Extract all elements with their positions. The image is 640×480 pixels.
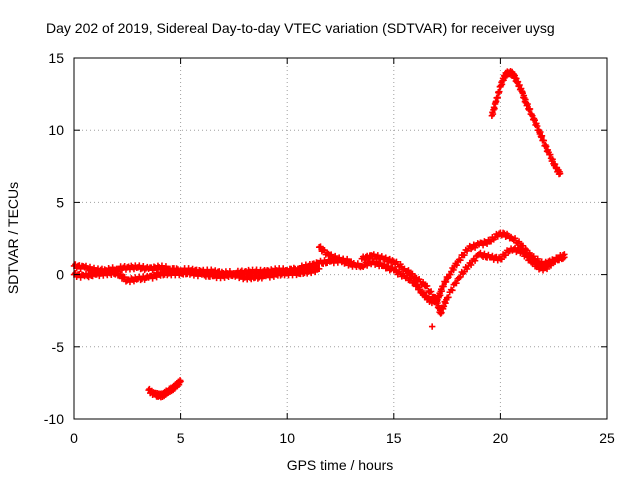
data-point (463, 247, 471, 254)
data-point (317, 243, 324, 250)
data-point (397, 261, 404, 268)
data-point (481, 250, 488, 258)
data-point (427, 288, 435, 295)
data-point (551, 160, 559, 168)
data-point (559, 252, 567, 259)
data-point (403, 268, 411, 275)
data-point (522, 96, 529, 103)
data-point (374, 252, 382, 259)
data-point (405, 267, 412, 274)
data-point (530, 258, 537, 266)
data-point (483, 240, 491, 248)
x-tick-label: 5 (177, 430, 185, 446)
data-point (116, 272, 123, 279)
data-point (391, 266, 399, 274)
data-point (409, 270, 416, 278)
data-point (86, 263, 94, 271)
x-axis-label: GPS time / hours (287, 457, 394, 473)
data-point (270, 273, 278, 280)
data-point (335, 254, 343, 261)
data-point (290, 268, 298, 275)
data-point (522, 250, 529, 258)
data-point (423, 282, 431, 290)
data-point (471, 257, 479, 264)
data-point (449, 287, 456, 294)
data-point (457, 273, 464, 281)
data-point (153, 273, 160, 281)
series-outliers (428, 323, 436, 330)
chart-title: Day 202 of 2019, Sidereal Day-to-day VTE… (46, 20, 555, 36)
data-point (511, 235, 519, 242)
data-point (365, 255, 372, 263)
data-point (529, 259, 536, 267)
x-tick-label: 10 (279, 430, 295, 446)
data-point (387, 265, 395, 273)
data-point (519, 242, 527, 249)
data-point (528, 111, 535, 118)
data-point (492, 99, 499, 106)
data-point (561, 251, 568, 258)
plot-frame (73, 57, 608, 420)
plot-data (70, 67, 568, 401)
data-point (502, 251, 509, 259)
y-tick-label: -10 (44, 411, 64, 427)
data-point (547, 262, 555, 269)
data-point (457, 257, 464, 264)
grid (74, 58, 607, 419)
x-tick-label: 15 (386, 430, 402, 446)
x-tick-label: 0 (70, 430, 78, 446)
data-point (331, 252, 339, 260)
data-point (453, 279, 460, 287)
data-point (447, 271, 454, 278)
data-point (153, 266, 160, 273)
data-point (543, 265, 551, 273)
data-point (428, 323, 436, 330)
series-band_d (358, 244, 568, 317)
data-point (323, 249, 331, 256)
data-point (467, 261, 475, 269)
y-tick-label: 10 (48, 122, 64, 138)
data-point (121, 273, 128, 281)
y-tick-label: 15 (48, 50, 64, 66)
data-point (431, 293, 439, 301)
data-point (526, 255, 533, 262)
data-point (515, 246, 523, 253)
data-point (238, 272, 246, 279)
data-point (498, 256, 505, 263)
data-point (505, 248, 512, 256)
data-point (461, 251, 468, 259)
y-tick-label: 5 (56, 194, 64, 210)
data-point (314, 265, 322, 272)
data-point (556, 168, 563, 175)
data-point (117, 270, 124, 278)
data-point (89, 272, 96, 280)
data-point (462, 246, 469, 254)
data-point (530, 253, 537, 260)
data-point (517, 85, 525, 92)
x-tick-label: 20 (493, 430, 509, 446)
data-point (419, 278, 427, 286)
axis-ticks: 0 5 10 15 20 25 -10 -5 0 5 10 15 (44, 50, 615, 446)
data-point (389, 257, 396, 264)
data-point (534, 261, 541, 269)
y-tick-label: -5 (52, 339, 65, 355)
data-point (445, 294, 452, 301)
data-point (176, 377, 184, 384)
y-tick-label: 0 (56, 267, 64, 283)
y-axis-label: SDTVAR / TECUs (5, 182, 21, 294)
data-point (515, 238, 523, 245)
data-point (453, 262, 460, 269)
data-point (307, 269, 315, 277)
data-point (533, 262, 540, 270)
series-band_e (488, 67, 564, 178)
data-point (455, 274, 463, 282)
x-tick-label: 25 (599, 430, 615, 446)
data-point (463, 265, 471, 273)
series-band_f (145, 377, 184, 401)
data-point (450, 266, 457, 274)
data-point (534, 255, 541, 263)
